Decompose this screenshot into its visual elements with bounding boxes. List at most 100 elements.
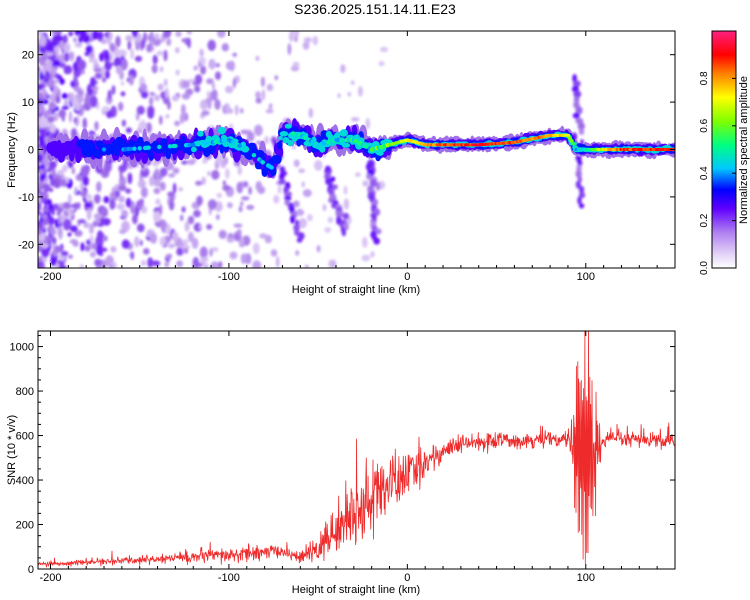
spectrogram-blob — [62, 202, 71, 210]
spectrogram-blob — [68, 51, 75, 59]
spectrogram-blob — [96, 181, 102, 193]
spectrogram-blob — [57, 206, 63, 214]
spectrogram-blob — [82, 117, 88, 130]
spectrogram-blob — [155, 198, 161, 205]
spectrogram-blob — [82, 176, 89, 185]
spectrogram-blob — [171, 95, 179, 102]
spectrogram-blob — [38, 116, 46, 129]
spectrogram-blob — [303, 37, 312, 43]
spectrogram-blob — [242, 235, 251, 246]
spectrogram-blob — [153, 187, 161, 195]
spectrogram-blob — [196, 195, 203, 206]
spectrogram-blob — [365, 117, 370, 130]
spectrogram-blob — [151, 64, 158, 74]
spectrogram-blob — [79, 190, 88, 197]
spectrogram-blob — [48, 101, 57, 110]
spectrogram-ytick-label: 10 — [22, 97, 34, 109]
spectrogram-blob — [47, 211, 51, 220]
spectrogram-blob — [125, 188, 132, 194]
spectrogram-blob — [206, 78, 214, 85]
colorbar-tick-label: 0.4 — [699, 166, 710, 180]
spectrogram-blob — [159, 181, 166, 191]
spectrogram-blob — [370, 251, 375, 258]
spectrogram-blob — [214, 71, 222, 80]
snr-ytick-label: 600 — [16, 431, 34, 443]
spectrogram-blob — [304, 264, 309, 268]
spectrogram-blob — [67, 232, 72, 237]
spectrogram-core-blob — [201, 141, 207, 146]
spectrogram-ytick-label: 20 — [22, 50, 34, 62]
snr-ytick-label: 1000 — [10, 342, 34, 354]
spectrogram-streak-blob — [375, 182, 381, 191]
spectrogram-streak-blob — [575, 106, 583, 115]
spectrogram-blob — [148, 175, 155, 187]
spectrogram-blob — [38, 256, 43, 263]
spectrogram-blob — [207, 170, 211, 177]
spectrogram-blob — [58, 265, 67, 268]
spectrogram-core-blob — [260, 160, 265, 165]
spectrogram-blob — [68, 254, 74, 259]
spectrogram-blob — [154, 168, 160, 179]
spectrogram-blob — [121, 239, 130, 249]
spectrogram-blob — [216, 192, 223, 199]
spectrogram-blob — [99, 52, 104, 62]
spectrogram-blob — [109, 42, 116, 52]
spectrogram-core-blob — [173, 143, 178, 149]
spectrogram-ridge — [46, 118, 675, 179]
spectrogram-blob — [83, 221, 90, 229]
spectrogram-blob — [312, 35, 319, 46]
spectrogram-blob — [143, 31, 147, 43]
spectrogram-blob — [67, 92, 73, 101]
spectrogram-blob — [84, 202, 93, 208]
spectrogram-ridge-blob — [114, 147, 120, 157]
spectrogram-blob — [77, 202, 81, 210]
spectrogram-blob — [111, 85, 116, 95]
spectrogram-core-blob — [339, 137, 344, 143]
spectrogram-blob — [72, 61, 79, 72]
spectrogram-blob — [269, 103, 273, 109]
spectrogram-blob — [358, 86, 363, 97]
spectrogram-blob — [67, 193, 72, 205]
spectrogram-streak-blob — [342, 212, 350, 220]
spectrogram-blob — [248, 186, 253, 195]
spectrogram-blob — [41, 242, 49, 249]
spectrogram-blob — [61, 105, 69, 110]
spectrogram-blob — [236, 229, 242, 236]
spectrogram-blob — [38, 221, 44, 227]
spectrogram-blob — [181, 160, 188, 165]
spectrogram-blob — [218, 229, 227, 239]
spectrogram-blob — [143, 248, 150, 255]
spectrogram-blob — [61, 93, 69, 99]
spectrogram-blob — [160, 219, 167, 231]
spectrogram-blob — [135, 42, 140, 51]
spectrogram-blob — [187, 231, 194, 243]
spectrogram-blob — [42, 207, 49, 213]
spectrogram-blob — [350, 80, 355, 85]
spectrogram-blob — [298, 168, 306, 173]
spectrogram-blob — [255, 97, 262, 104]
spectrogram-blob — [107, 89, 112, 101]
spectrogram-blob — [38, 98, 43, 105]
spectrogram-blob — [42, 218, 49, 226]
spectrogram-blob — [125, 127, 132, 134]
spectrogram-ridge-blob — [282, 137, 290, 144]
spectrogram-blob — [287, 43, 292, 56]
snr-xtick-label: -100 — [218, 572, 240, 584]
spectrogram-blob — [324, 227, 332, 233]
colorbar-tick-label: 0.2 — [699, 213, 710, 227]
spectrogram-blob — [57, 169, 64, 176]
spectrogram-blob — [58, 43, 65, 49]
spectrogram-core-blob — [232, 140, 237, 146]
spectrogram-core-blob — [167, 144, 173, 149]
colorbar-tick-label: 0.8 — [699, 71, 710, 85]
snr-ytick-label: 800 — [16, 386, 34, 398]
spectrogram-blob — [200, 65, 207, 75]
spectrogram-core-blob — [571, 142, 576, 146]
spectrogram-ridge-blob — [279, 131, 289, 137]
spectrogram-core-blob — [187, 142, 192, 148]
spectrogram-blob — [49, 93, 57, 103]
chart-title: S236.2025.151.14.11.E23 — [294, 1, 456, 17]
spectrogram-blob — [237, 165, 242, 176]
